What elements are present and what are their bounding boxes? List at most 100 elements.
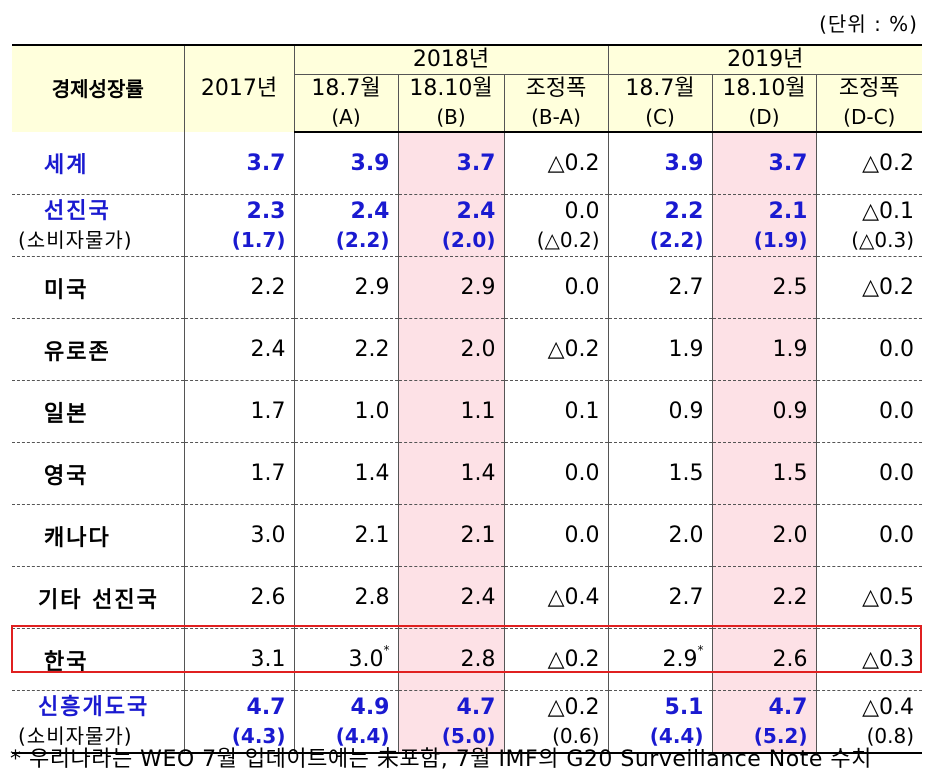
cell: 3.7 (398, 132, 505, 195)
cell: 2.4 (398, 566, 505, 629)
table-row: 영국 1.7 1.4 1.4 0.0 1.5 1.5 0.0 (12, 442, 923, 505)
row-name: 선진국 (소비자물가) (12, 194, 185, 257)
table-row: 유로존 2.4 2.2 2.0 △0.2 1.9 1.9 0.0 (12, 318, 923, 381)
cell: 2.5 (712, 256, 817, 319)
cell: 2.2 (2.2) (608, 194, 713, 257)
cell: 2.4 (2.0) (398, 194, 505, 257)
table-row: 일본 1.7 1.0 1.1 0.1 0.9 0.9 0.0 (12, 380, 923, 443)
unit-label: (단위 : %) (819, 12, 918, 36)
cell: 1.5 (608, 442, 713, 505)
table-row: 신흥개도국 (소비자물가) 4.7 (4.3) 4.9 (4.4) 4.7 (5.0) … (12, 690, 923, 754)
cell: 1.9 (608, 318, 713, 381)
cell: 3.0* (294, 628, 399, 691)
cell: △0.3 (816, 628, 923, 691)
col-header: 18.7월 (A) (293, 74, 399, 133)
col-header: 조정폭 (D-C) (815, 74, 923, 133)
row-name: 영국 (12, 442, 185, 505)
cell: 3.9 (608, 132, 713, 195)
cell: 2.1 (1.9) (712, 194, 817, 257)
row-name: 세계 (12, 132, 185, 195)
cell: 2.9* (608, 628, 713, 691)
cell: △0.1 (△0.3) (816, 194, 923, 257)
cell: 2.4 (2.2) (294, 194, 399, 257)
cell: 0.0 (816, 380, 923, 443)
cell: △0.2 (504, 318, 609, 381)
cell: 2.9 (294, 256, 399, 319)
cell: 1.7 (184, 442, 295, 505)
cell: 1.7 (184, 380, 295, 443)
cell: 2.7 (608, 256, 713, 319)
table-row: 기타 선진국 2.6 2.8 2.4 △0.4 2.7 2.2 △0.5 (12, 566, 923, 629)
cell: 2.9 (398, 256, 505, 319)
table-row: 한국 3.1 3.0* 2.8 △0.2 2.9* 2.6 △0.3 (12, 628, 923, 691)
row-name: 신흥개도국 (소비자물가) (12, 690, 185, 754)
cell: △0.2 (504, 132, 609, 195)
cell: 2.8 (398, 628, 505, 691)
cell: 0.0 (816, 504, 923, 567)
cell: 1.4 (294, 442, 399, 505)
col-header: 18.10월 (D) (711, 74, 817, 133)
cell: △0.2 (504, 628, 609, 691)
table-row: 미국 2.2 2.9 2.9 0.0 2.7 2.5 △0.2 (12, 256, 923, 319)
col-header: 18.7월 (C) (607, 74, 713, 133)
cell: 1.4 (398, 442, 505, 505)
table-row: 캐나다 3.0 2.1 2.1 0.0 2.0 2.0 0.0 (12, 504, 923, 567)
cell: 2.3 (1.7) (184, 194, 295, 257)
cell: 5.1 (4.4) (608, 690, 713, 754)
table-row: 선진국 (소비자물가) 2.3 (1.7) 2.4 (2.2) 2.4 (2.0) 0.… (12, 194, 923, 257)
cell: 4.7 (5.0) (398, 690, 505, 754)
cell: 0.0 (504, 256, 609, 319)
cell: 2.2 (294, 318, 399, 381)
cell: △0.2 (816, 256, 923, 319)
footnote-marker: * (383, 643, 390, 657)
cell: 0.0 (△0.2) (504, 194, 609, 257)
cell: 0.0 (504, 442, 609, 505)
row-name: 유로존 (12, 318, 185, 381)
cell: 2.1 (294, 504, 399, 567)
col-header: 18.10월 (B) (397, 74, 505, 133)
cell: 1.9 (712, 318, 817, 381)
cell: 2.0 (608, 504, 713, 567)
cell: 2.0 (398, 318, 505, 381)
cell: 3.0 (184, 504, 295, 567)
cell: △0.4 (0.8) (816, 690, 923, 754)
cell: △0.4 (504, 566, 609, 629)
cell: 1.5 (712, 442, 817, 505)
cell: 0.9 (608, 380, 713, 443)
cell: 2.6 (712, 628, 817, 691)
cell: 2.1 (398, 504, 505, 567)
cell: 1.0 (294, 380, 399, 443)
cell: △0.2 (0.6) (504, 690, 609, 754)
cell: 4.7 (4.3) (184, 690, 295, 754)
cell: 4.7 (5.2) (712, 690, 817, 754)
cell: 2.8 (294, 566, 399, 629)
cell: 1.1 (398, 380, 505, 443)
cell: 0.0 (504, 504, 609, 567)
cell: 2.0 (712, 504, 817, 567)
cell: 2.7 (608, 566, 713, 629)
cell: 3.7 (712, 132, 817, 195)
row-name: 미국 (12, 256, 185, 319)
row-header: 경제성장률 (12, 44, 185, 132)
cell: 3.9 (294, 132, 399, 195)
cell: 2.6 (184, 566, 295, 629)
cell: 3.1 (184, 628, 295, 691)
row-name: 한국 (12, 628, 185, 691)
cell: 2.4 (184, 318, 295, 381)
row-name: 일본 (12, 380, 185, 443)
cell: 3.7 (184, 132, 295, 195)
table-row: 세계 3.7 3.9 3.7 △0.2 3.9 3.7 △0.2 (12, 132, 923, 195)
footnote-marker: * (697, 643, 704, 657)
cell: 0.0 (816, 442, 923, 505)
cell: 4.9 (4.4) (294, 690, 399, 754)
cell: 2.2 (184, 256, 295, 319)
col-header: 조정폭 (B-A) (503, 74, 609, 133)
year-2019-header: 2019년 (607, 44, 923, 75)
row-name: 캐나다 (12, 504, 185, 567)
cell: 2.2 (712, 566, 817, 629)
growth-table: 경제성장률 2017년 2018년 2019년 18.7월 (A) 18.10월(… (12, 44, 923, 754)
row-name: 기타 선진국 (12, 566, 185, 629)
cell: 0.0 (816, 318, 923, 381)
footnote: * 우리나라는 WEO 7월 업데이트에는 未포함, 7월 IMF의 G20 S… (10, 747, 872, 772)
cell: △0.2 (816, 132, 923, 195)
